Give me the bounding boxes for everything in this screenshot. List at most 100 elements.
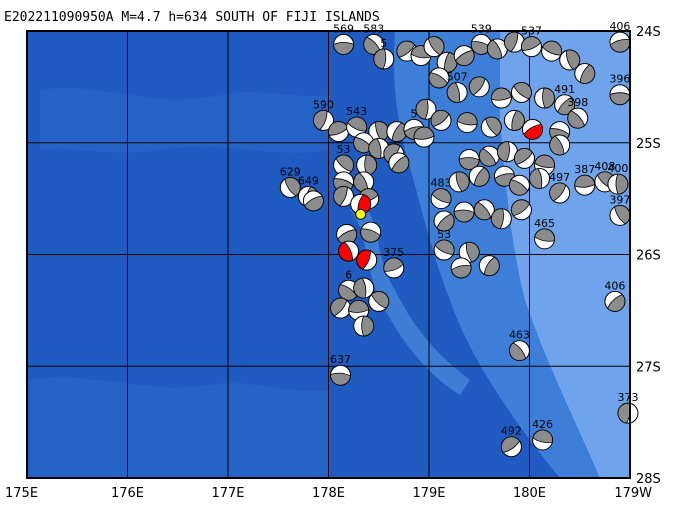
focal-mechanism: [346, 116, 368, 138]
depth-label: 53: [337, 143, 351, 156]
focal-mechanism: [373, 48, 395, 70]
depth-label: 637: [330, 353, 351, 366]
focal-mechanism: [430, 188, 452, 210]
depth-label: 406: [604, 279, 625, 292]
focal-mechanism: [534, 87, 556, 109]
focal-mechanism: [532, 429, 554, 451]
depth-label: 396: [609, 73, 630, 86]
y-tick-label: 24S: [636, 25, 661, 40]
depth-label: 375: [383, 246, 404, 259]
depth-label: 590: [313, 98, 334, 111]
focal-mechanism: [609, 204, 631, 226]
depth-label: 543: [346, 105, 367, 118]
focal-mechanism: [430, 109, 452, 131]
page-title: E202211090950A M=4.7 h=634 SOUTH OF FIJI…: [4, 10, 380, 25]
focal-mechanism: [496, 141, 518, 163]
focal-mechanism: [368, 121, 390, 143]
focal-mechanism: [302, 190, 324, 212]
focal-mechanism: [567, 107, 589, 129]
focal-mechanism: [458, 149, 480, 171]
focal-mechanism: [333, 154, 355, 176]
focal-mechanism: [453, 201, 475, 223]
focal-mechanism: [353, 315, 375, 337]
focal-mechanism: [617, 402, 639, 424]
depth-label: 5: [410, 107, 417, 120]
focal-mechanism: [330, 364, 352, 386]
focal-mechanism: [410, 45, 432, 67]
focal-mechanism: [574, 62, 596, 84]
focal-mechanism: [534, 228, 556, 250]
focal-mechanism: [486, 38, 508, 60]
focal-mechanism: [503, 109, 525, 131]
focal-mechanism: [508, 174, 530, 196]
y-tick-label: 28S: [636, 472, 661, 487]
focal-mechanism: [433, 210, 455, 232]
x-axis-labels: 175E 176E 177E 178E 179E 180E 179W: [5, 486, 652, 501]
depth-label: 539: [471, 22, 492, 35]
depth-label: 426: [532, 418, 553, 431]
focal-mechanism: [333, 33, 355, 55]
focal-mechanism: [456, 112, 478, 134]
depth-label: 649: [298, 174, 319, 187]
depth-label: 400: [607, 162, 628, 175]
focal-mechanism: [453, 45, 475, 67]
focal-mechanism: [490, 87, 512, 109]
focal-mechanism: [468, 165, 490, 187]
focal-mechanism: [312, 109, 334, 131]
focal-mechanism: [508, 340, 530, 362]
focal-mechanism: [423, 36, 445, 58]
x-tick-label: 179W: [614, 486, 652, 501]
depth-label: 5: [380, 37, 387, 50]
focal-mechanism: [574, 174, 596, 196]
focal-mechanism: [388, 152, 410, 174]
focal-mechanism: [510, 199, 532, 221]
depth-label: 569: [333, 22, 354, 35]
depth-label: 492: [501, 425, 522, 438]
depth-label: 507: [447, 70, 468, 83]
focal-mechanism: [356, 154, 378, 176]
focal-mechanism: [330, 297, 352, 319]
focal-mechanism: [609, 31, 631, 53]
focal-mechanism: [529, 168, 551, 190]
focal-mechanism: [609, 84, 631, 106]
focal-mechanism: [607, 173, 629, 195]
focal-mechanism: [468, 76, 490, 98]
focal-mechanism: [554, 94, 576, 116]
focal-mechanism: [353, 277, 375, 299]
depth-label: 463: [509, 329, 530, 342]
focal-mechanism: [428, 67, 450, 89]
focal-mechanism: [328, 121, 350, 143]
map-frame: [26, 30, 631, 479]
focal-mechanism: [549, 134, 571, 156]
focal-mechanism: [386, 121, 408, 143]
x-tick-label: 177E: [211, 486, 244, 501]
focal-mechanism: [446, 81, 468, 103]
depth-label: 373: [617, 391, 638, 404]
focal-mechanism: [490, 208, 512, 230]
focal-mechanism: [549, 182, 571, 204]
focal-mechanism: [458, 241, 480, 263]
depth-label: 483: [431, 177, 452, 190]
focal-mechanism: [480, 116, 502, 138]
x-tick-label: 175E: [5, 486, 38, 501]
depth-label: 406: [609, 20, 630, 33]
epicenter-marker: [355, 208, 367, 220]
focal-mechanism: [413, 126, 435, 148]
focal-mechanism: [363, 33, 385, 55]
focal-mechanism: [356, 249, 378, 271]
focal-mechanism: [604, 290, 626, 312]
focal-mechanism: [336, 223, 358, 245]
depth-label: 491: [554, 83, 575, 96]
focal-mechanism: [448, 171, 470, 193]
x-tick-label: 179E: [412, 486, 445, 501]
depth-label: 398: [567, 96, 588, 109]
depth-label: 53: [437, 228, 451, 241]
depth-label: 408: [594, 160, 615, 173]
focal-mechanism: [559, 49, 581, 71]
focal-mechanism: [478, 145, 500, 167]
focal-mechanism: [360, 221, 382, 243]
focal-mechanism: [383, 257, 405, 279]
depth-label: 629: [280, 165, 301, 178]
